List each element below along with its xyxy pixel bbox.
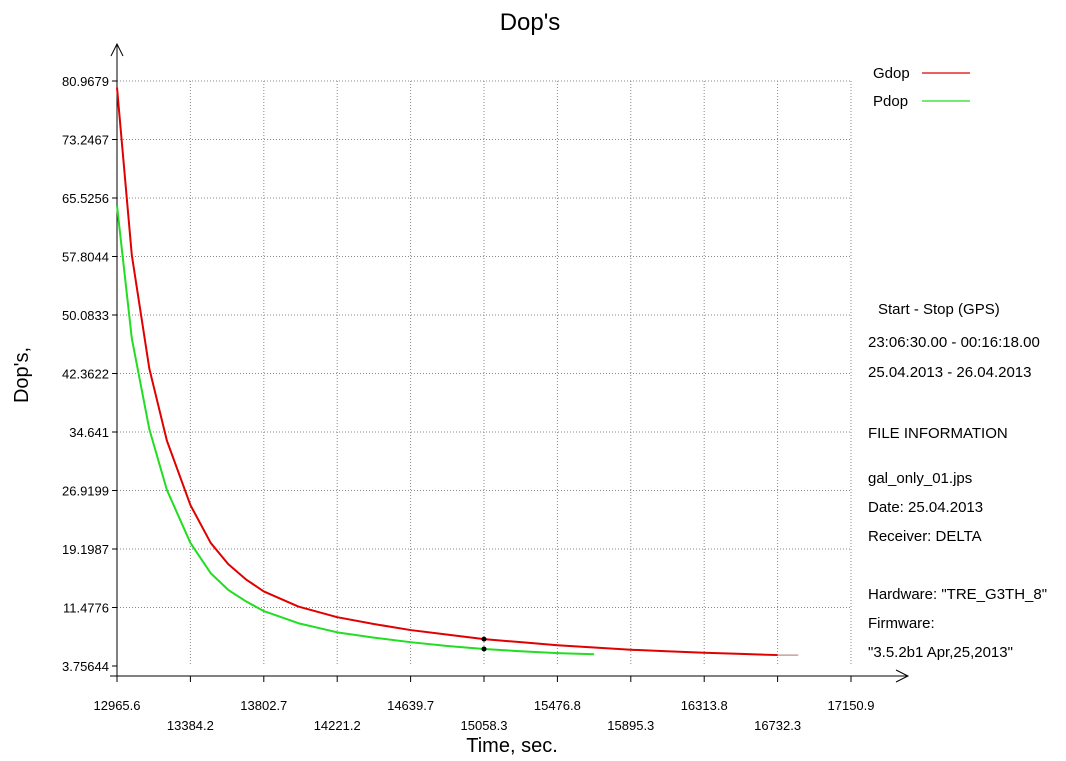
legend: Gdop Pdop [873,65,970,110]
firmware-label: Firmware: [868,615,935,632]
y-tick-label: 73.2467 [62,133,109,148]
x-tick-label: 12965.6 [94,698,141,713]
y-tick-labels: 3.75644 11.4776 19.1987 26.9199 34.641 42.362… [62,74,117,674]
x-tick-label: 15895.3 [607,718,654,733]
y-axis-label: Dop's, [11,347,33,403]
point-marker [481,646,487,652]
hardware: Hardware: "TRE_G3TH_8" [868,586,1047,603]
series-line-pdop [116,205,595,656]
receiver-id: ID:"02RXFD9J9Y90D2BSY9" [868,557,1064,574]
x-tick-labels: 12965.6 13384.2 13802.7 14221.2 14639.7 15058… [94,676,875,733]
y-tick-label: 65.5256 [62,191,109,206]
y-tick-label: 11.4776 [63,601,109,616]
date-range: 25.04.2013 - 26.04.2013 [868,364,1031,381]
x-tick-label: 14639.7 [387,698,434,713]
y-tick-label: 3.75644 [62,659,109,674]
y-tick-label: 26.9199 [62,484,109,499]
point-marker [481,636,487,642]
y-tick-label: 34.641 [69,425,109,440]
file-heading: FILE INFORMATION [868,425,1008,442]
x-tick-label: 14221.2 [314,718,361,733]
y-tick-label: 50.0833 [62,308,109,323]
x-tick-label: 16732.3 [754,718,801,733]
range-heading: Start - Stop (GPS) [878,301,1000,318]
x-tick-label: 17150.9 [828,698,875,713]
file-name: gal_only_01.jps [868,470,972,487]
x-tick-label: 16313.8 [681,698,728,713]
firmware-value: "3.5.2b1 Apr,25,2013" [868,644,1013,661]
x-tick-label: 15058.3 [461,718,508,733]
grid [117,80,852,666]
series-line-gdop [116,87,778,657]
point-markers [481,636,487,652]
legend-label-gdop: Gdop [873,65,910,82]
y-tick-label: 42.3622 [62,367,109,382]
series-lines [116,87,799,657]
x-axis-arrow [895,669,910,683]
y-tick-label: 80.9679 [62,74,109,89]
receiver: Receiver: DELTA [868,528,982,545]
legend-label-pdop: Pdop [873,93,908,110]
y-axis-arrow [110,42,124,57]
x-axis-label: Time, sec. [466,735,558,757]
x-tick-label: 13384.2 [167,718,214,733]
y-tick-label: 57.8044 [62,250,109,265]
time-range: 23:06:30.00 - 00:16:18.00 [868,334,1040,351]
y-tick-label: 19.1987 [62,542,109,557]
x-tick-label: 15476.8 [534,698,581,713]
file-date: Date: 25.04.2013 [868,499,983,516]
x-tick-label: 13802.7 [240,698,287,713]
chart-title: Dop's [500,9,561,36]
info-panel: Start - Stop (GPS) 23:06:30.00 - 00:16:1… [868,301,1064,661]
